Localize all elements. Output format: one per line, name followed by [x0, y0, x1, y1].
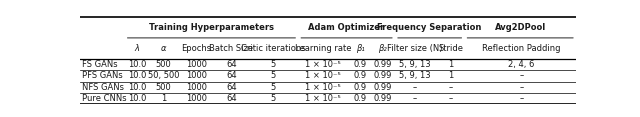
Text: –: –	[449, 94, 453, 103]
Text: 0.99: 0.99	[373, 60, 392, 69]
Text: 5: 5	[271, 71, 276, 80]
Text: NFS GANs: NFS GANs	[83, 83, 124, 92]
Text: 0.9: 0.9	[354, 83, 367, 92]
Text: FS GANs: FS GANs	[83, 60, 118, 69]
Text: –: –	[413, 83, 417, 92]
Text: α: α	[161, 44, 166, 53]
Text: 5: 5	[271, 83, 276, 92]
Text: Stride: Stride	[438, 44, 463, 53]
Text: Reflection Padding: Reflection Padding	[482, 44, 561, 53]
Text: 1000: 1000	[186, 71, 207, 80]
Text: 1: 1	[449, 71, 454, 80]
Text: λ: λ	[134, 44, 140, 53]
Text: 1000: 1000	[186, 60, 207, 69]
Text: β₂: β₂	[378, 44, 387, 53]
Text: 0.9: 0.9	[354, 60, 367, 69]
Text: Training Hyperparameters: Training Hyperparameters	[149, 23, 274, 32]
Text: Epochs: Epochs	[182, 44, 212, 53]
Text: 10.0: 10.0	[128, 83, 146, 92]
Text: 500: 500	[156, 60, 172, 69]
Text: 0.99: 0.99	[373, 71, 392, 80]
Text: –: –	[413, 94, 417, 103]
Text: 5: 5	[271, 60, 276, 69]
Text: 500: 500	[156, 83, 172, 92]
Text: –: –	[519, 71, 524, 80]
Text: 50, 500: 50, 500	[148, 71, 179, 80]
Text: –: –	[519, 83, 524, 92]
Text: Adam Optimizer: Adam Optimizer	[308, 23, 385, 32]
Text: 1: 1	[161, 94, 166, 103]
Text: 1: 1	[449, 60, 454, 69]
Text: Learning rate: Learning rate	[295, 44, 351, 53]
Text: 10.0: 10.0	[128, 60, 146, 69]
Text: 5, 9, 13: 5, 9, 13	[399, 60, 431, 69]
Text: Pure CNNs: Pure CNNs	[83, 94, 127, 103]
Text: 10.0: 10.0	[128, 94, 146, 103]
Text: 0.9: 0.9	[354, 71, 367, 80]
Text: 2, 4, 6: 2, 4, 6	[508, 60, 534, 69]
Text: –: –	[449, 83, 453, 92]
Text: 0.99: 0.99	[373, 83, 392, 92]
Text: 1 × 10⁻⁵: 1 × 10⁻⁵	[305, 60, 341, 69]
Text: 1 × 10⁻⁵: 1 × 10⁻⁵	[305, 94, 341, 103]
Text: 64: 64	[226, 71, 237, 80]
Text: 64: 64	[226, 60, 237, 69]
Text: Critic iterations: Critic iterations	[241, 44, 306, 53]
Text: 0.9: 0.9	[354, 94, 367, 103]
Text: Filter size (N): Filter size (N)	[387, 44, 442, 53]
Text: PFS GANs: PFS GANs	[83, 71, 124, 80]
Text: 1000: 1000	[186, 83, 207, 92]
Text: 5, 9, 13: 5, 9, 13	[399, 71, 431, 80]
Text: 0.99: 0.99	[373, 94, 392, 103]
Text: 1 × 10⁻⁵: 1 × 10⁻⁵	[305, 83, 341, 92]
Text: 64: 64	[226, 83, 237, 92]
Text: Avg2DPool: Avg2DPool	[495, 23, 546, 32]
Text: 1 × 10⁻⁵: 1 × 10⁻⁵	[305, 71, 341, 80]
Text: –: –	[519, 94, 524, 103]
Text: β₁: β₁	[356, 44, 365, 53]
Text: 5: 5	[271, 94, 276, 103]
Text: 10.0: 10.0	[128, 71, 146, 80]
Text: Frequency Separation: Frequency Separation	[378, 23, 482, 32]
Text: 1000: 1000	[186, 94, 207, 103]
Text: Batch Size: Batch Size	[209, 44, 253, 53]
Text: 64: 64	[226, 94, 237, 103]
